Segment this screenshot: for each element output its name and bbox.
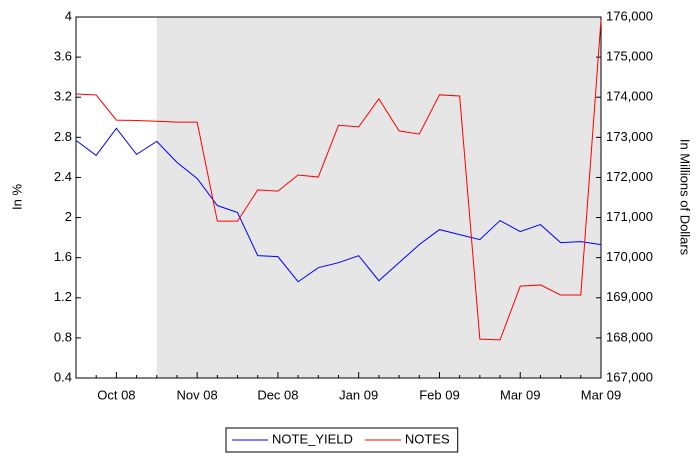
y-tick-label: 2.8 xyxy=(54,129,72,144)
y2-tick-label: 167,000 xyxy=(606,369,653,384)
y2-tick-label: 168,000 xyxy=(606,329,653,344)
x-tick-label: Jan 09 xyxy=(339,387,378,402)
y2-tick-label: 175,000 xyxy=(606,49,653,64)
y-tick-label: 0.8 xyxy=(54,329,72,344)
x-tick-label: Feb 09 xyxy=(419,387,459,402)
data-line xyxy=(75,127,602,283)
y2-tick-label: 169,000 xyxy=(606,289,653,304)
y-tick-label: 3.6 xyxy=(54,49,72,64)
y-axis-label: In % xyxy=(9,184,24,210)
y-tick-label: 3.2 xyxy=(54,89,72,104)
legend-label: NOTE_YIELD xyxy=(272,431,353,446)
x-tick-label: Oct 08 xyxy=(97,387,135,402)
y2-tick-label: 173,000 xyxy=(606,129,653,144)
y-tick-label: 1.6 xyxy=(54,249,72,264)
x-tick-label: Nov 08 xyxy=(177,387,218,402)
y2-tick-label: 171,000 xyxy=(606,209,653,224)
y-tick-label: 1.2 xyxy=(54,289,72,304)
y2-tick-label: 172,000 xyxy=(606,169,653,184)
y-tick-label: 2 xyxy=(65,209,72,224)
legend-label: NOTES xyxy=(405,431,450,446)
x-tick-label: Mar 09 xyxy=(581,387,621,402)
y2-axis-label: In Millions of Dollars xyxy=(678,139,693,256)
y-tick-label: 0.4 xyxy=(54,369,72,384)
x-tick-label: Dec 08 xyxy=(257,387,298,402)
legend: NOTE_YIELD NOTES xyxy=(225,427,459,453)
y2-tick-label: 174,000 xyxy=(606,89,653,104)
data-line xyxy=(75,19,602,341)
y-tick-label: 2.4 xyxy=(54,169,72,184)
y-tick-label: 4 xyxy=(65,8,72,23)
y2-tick-label: 176,000 xyxy=(606,8,653,23)
shaded-region xyxy=(156,17,601,378)
x-tick-label: Mar 09 xyxy=(500,387,540,402)
y2-tick-label: 170,000 xyxy=(606,249,653,264)
